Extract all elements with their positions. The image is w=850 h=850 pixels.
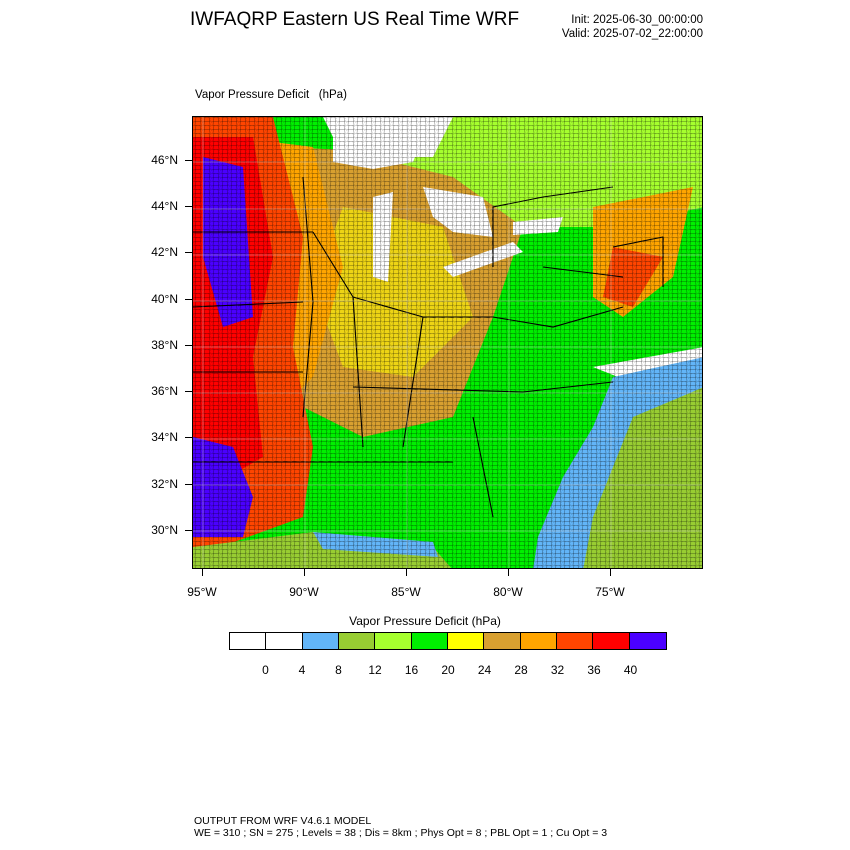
colorbar-label: 20 [441, 663, 455, 677]
colorbar-swatch [556, 633, 594, 649]
lat-tick [185, 530, 192, 531]
colorbar-swatch [302, 633, 339, 649]
colorbar-label: 40 [623, 663, 638, 677]
colorbar-swatch [266, 633, 303, 649]
colorbar-label: 24 [477, 663, 492, 677]
lon-tick [304, 569, 305, 576]
model-info: OUTPUT FROM WRF V4.6.1 MODEL WE = 310 ; … [194, 815, 607, 839]
lat-label: 38°N [151, 338, 178, 352]
colorbar-label: 32 [550, 663, 565, 677]
colorbar-swatch [447, 633, 485, 649]
colorbar-swatch [375, 633, 412, 649]
colorbar-swatch [629, 633, 666, 649]
init-time: Init: 2025-06-30_00:00:00 [571, 14, 703, 26]
colorbar-swatch [593, 633, 630, 649]
lon-label: 80°W [493, 585, 523, 599]
colorbar-swatch [338, 633, 376, 649]
model-version: OUTPUT FROM WRF V4.6.1 MODEL [194, 815, 372, 827]
map-panel [192, 116, 703, 569]
lon-label: 75°W [595, 585, 625, 599]
lat-label: 30°N [151, 523, 178, 537]
county-boundaries [193, 117, 702, 568]
lon-tick [508, 569, 509, 576]
lon-tick [202, 569, 203, 576]
colorbar-label: 28 [514, 663, 528, 677]
lat-tick [185, 484, 192, 485]
time-info: Init: 2025-06-30_00:00:00 Valid: 2025-07… [562, 13, 703, 41]
vpd-map [193, 117, 702, 568]
colorbar-label: 0 [262, 663, 269, 677]
colorbar-swatch [484, 633, 521, 649]
colorbar-label: 8 [335, 663, 342, 677]
colorbar-label: 16 [404, 663, 419, 677]
lon-tick [610, 569, 611, 576]
lat-tick [185, 206, 192, 207]
valid-time: Valid: 2025-07-02_22:00:00 [561, 28, 703, 40]
colorbar-swatch [411, 633, 448, 649]
lon-label: 85°W [391, 585, 421, 599]
colorbar [229, 632, 667, 650]
lon-label: 95°W [187, 585, 217, 599]
colorbar-swatch [230, 633, 267, 649]
lat-tick [185, 160, 192, 161]
colorbar-swatch [520, 633, 557, 649]
state-boundaries [193, 176, 664, 518]
plot-title: IWFAQRP Eastern US Real Time WRF [190, 9, 520, 30]
colorbar-label: 4 [298, 663, 306, 677]
colorbar-label: 36 [587, 663, 601, 677]
colorbar-title: Vapor Pressure Deficit (hPa) [349, 614, 501, 628]
lat-label: 40°N [151, 292, 178, 306]
lat-tick [185, 345, 192, 346]
lat-label: 44°N [151, 199, 178, 213]
colorbar-label: 12 [368, 663, 382, 677]
lat-label: 46°N [151, 153, 178, 167]
lat-tick [185, 391, 192, 392]
lat-label: 32°N [151, 477, 178, 491]
model-config: WE = 310 ; SN = 275 ; Levels = 38 ; Dis … [194, 827, 608, 839]
lat-label: 42°N [151, 245, 178, 259]
lat-tick [185, 252, 192, 253]
lat-label: 36°N [151, 384, 178, 398]
lon-label: 90°W [289, 585, 319, 599]
lon-tick [406, 569, 407, 576]
graticule [193, 117, 702, 568]
map-field-label: Vapor Pressure Deficit (hPa) [195, 89, 347, 101]
lat-label: 34°N [151, 430, 178, 444]
lat-tick [185, 437, 192, 438]
lat-tick [185, 299, 192, 300]
